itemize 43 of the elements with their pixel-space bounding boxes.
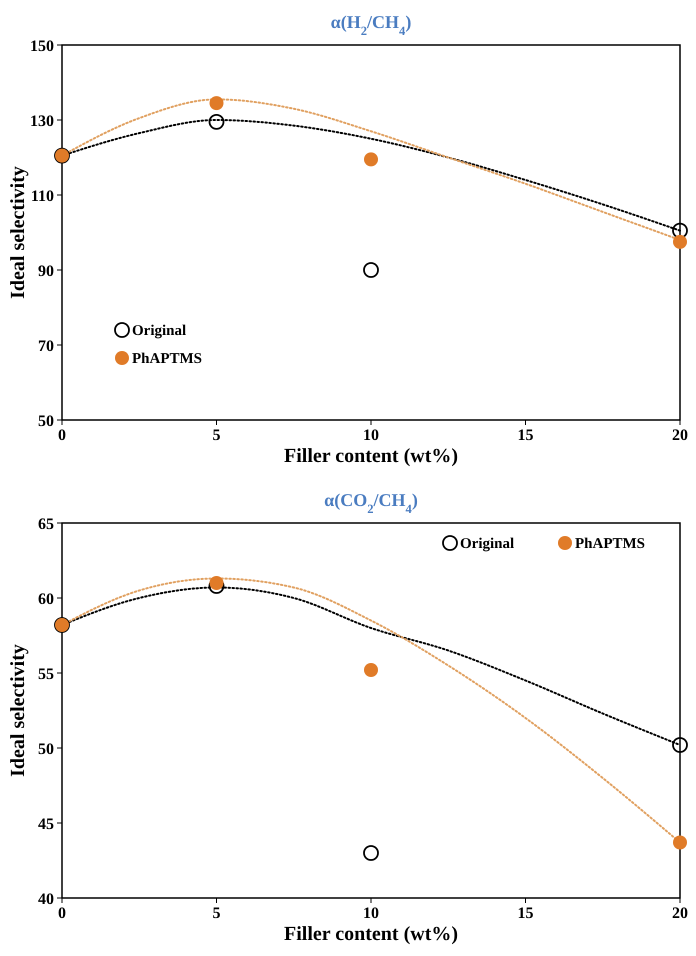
point: [363, 845, 379, 861]
x-tick-label: 0: [58, 427, 66, 444]
point: [672, 222, 688, 239]
legend-label: Original: [132, 323, 186, 339]
point: [363, 262, 379, 278]
y-axis-title: Ideal selectivity: [7, 166, 29, 299]
y-tick-label: 110: [30, 188, 54, 205]
y-tick-label: 60: [38, 591, 54, 608]
y-tick-label: 90: [38, 263, 54, 280]
point: [364, 152, 378, 166]
x-tick-label: 10: [363, 905, 379, 922]
x-axis-title: Filler content (wt%): [284, 445, 458, 467]
y-tick-label: 65: [38, 516, 54, 533]
x-tick-label: 15: [518, 905, 534, 922]
y-tick-label: 45: [38, 816, 54, 833]
point: [672, 737, 688, 753]
y-tick-label: 55: [38, 666, 54, 683]
y-tick-label: 130: [30, 113, 54, 130]
x-tick-label: 10: [363, 427, 379, 444]
legend-label: PhAPTMS: [575, 536, 646, 552]
y-tick-label: 50: [38, 741, 54, 758]
y-tick-label: 40: [38, 891, 54, 908]
x-tick-label: 0: [58, 905, 66, 922]
point: [208, 114, 224, 130]
point: [210, 576, 224, 590]
y-tick-label: 150: [30, 38, 54, 55]
x-tick-label: 20: [672, 905, 688, 922]
point: [673, 836, 687, 850]
chart-title: α(CO$_{2}$/CH$_{4}$): [324, 490, 418, 516]
y-axis-title: Ideal selectivity: [7, 644, 29, 777]
legend-label: PhAPTMS: [132, 351, 202, 367]
x-tick-label: 5: [212, 905, 220, 922]
x-tick-label: 20: [672, 427, 688, 444]
y-tick-label: 50: [38, 413, 54, 430]
y-tick-label: 70: [38, 338, 54, 355]
chart-title: α(H$_{2}$/CH$_{4}$): [330, 12, 412, 38]
point: [673, 234, 687, 249]
point: [364, 663, 378, 677]
legend-label: Original: [460, 536, 514, 552]
point: [210, 96, 224, 110]
x-tick-label: 5: [212, 427, 220, 444]
x-tick-label: 15: [518, 427, 534, 444]
x-axis-title: Filler content (wt%): [284, 923, 458, 945]
